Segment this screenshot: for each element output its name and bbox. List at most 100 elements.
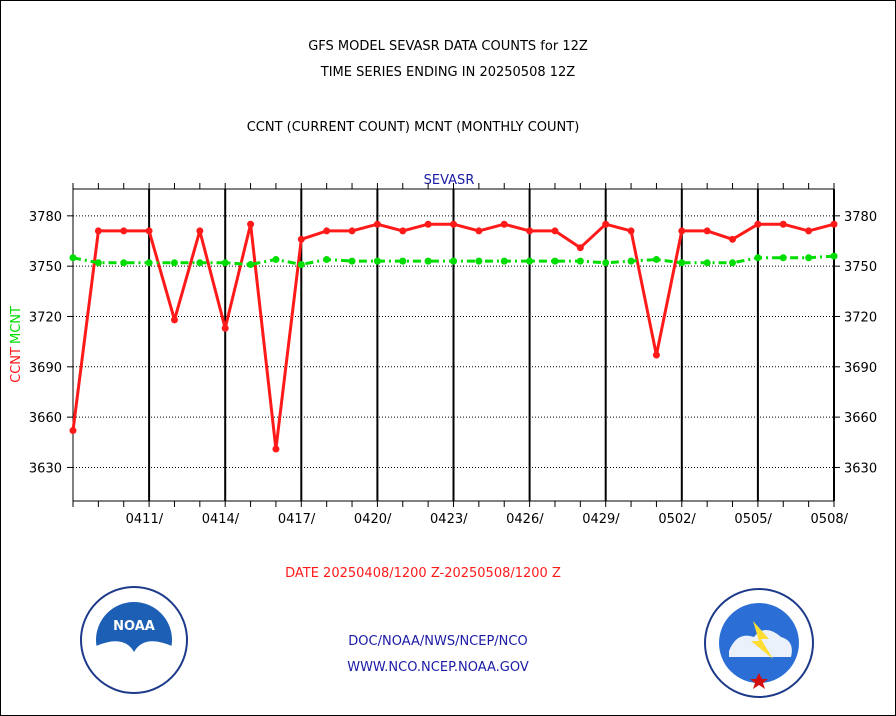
data-point-mcnt	[805, 254, 813, 262]
x-tick-label: 0423/	[430, 512, 468, 527]
data-point-ccnt	[526, 227, 534, 235]
x-tick-label: 0505/	[734, 512, 772, 527]
x-tick-label: 0420/	[354, 512, 392, 527]
y-axis-title: CCNT MCNT	[9, 306, 24, 383]
data-point-ccnt	[754, 220, 762, 228]
y-tick-label-right: 3780	[844, 210, 877, 225]
data-point-mcnt	[424, 257, 432, 265]
x-tick-label: 0417/	[278, 512, 316, 527]
data-point-ccnt	[399, 227, 407, 235]
data-point-ccnt	[652, 351, 660, 359]
data-point-ccnt	[602, 220, 610, 228]
data-point-mcnt	[500, 257, 508, 265]
data-point-ccnt	[221, 324, 229, 332]
data-point-mcnt	[703, 259, 711, 267]
data-point-mcnt	[576, 257, 584, 265]
x-tick-label: 0429/	[582, 512, 620, 527]
data-point-mcnt	[221, 259, 229, 267]
y-tick-label-left: 3720	[29, 310, 62, 325]
nws-logo	[704, 588, 814, 698]
nco-website-link[interactable]: WWW.NCO.NCEP.NOAA.GOV	[347, 660, 529, 675]
plot-title: SEVASR	[424, 173, 475, 188]
data-point-ccnt	[145, 227, 153, 235]
data-point-ccnt	[69, 427, 77, 435]
data-point-mcnt	[120, 259, 128, 267]
doc-noaa-link[interactable]: DOC/NOAA/NWS/NCEP/NCO	[348, 634, 528, 649]
data-point-ccnt	[627, 227, 635, 235]
data-point-ccnt	[450, 220, 457, 228]
data-point-ccnt	[830, 220, 838, 228]
data-point-ccnt	[678, 227, 686, 235]
data-point-mcnt	[170, 259, 178, 267]
data-point-mcnt	[729, 259, 737, 267]
data-point-ccnt	[805, 227, 813, 235]
data-point-mcnt	[779, 254, 787, 262]
data-point-ccnt	[500, 220, 508, 228]
data-point-mcnt	[652, 255, 660, 263]
series-layer	[69, 220, 838, 453]
data-point-ccnt	[424, 220, 432, 228]
data-point-mcnt	[94, 259, 102, 267]
x-tick-label: 0414/	[202, 512, 240, 527]
data-point-ccnt	[247, 220, 255, 228]
data-point-mcnt	[399, 257, 407, 265]
data-point-mcnt	[145, 259, 153, 267]
y-tick-label-left: 3780	[29, 210, 62, 225]
y-axis-label-ccnt: CCNT	[9, 347, 24, 383]
data-point-mcnt	[678, 259, 686, 267]
data-point-ccnt	[120, 227, 128, 235]
data-point-mcnt	[196, 259, 204, 267]
data-point-mcnt	[272, 255, 280, 263]
y-tick-label-right: 3750	[844, 260, 877, 275]
data-point-ccnt	[196, 227, 204, 235]
x-tick-label: 0508/	[811, 512, 849, 527]
data-point-mcnt	[526, 257, 534, 265]
data-point-mcnt	[754, 254, 762, 262]
chart-subtitle: CCNT (CURRENT COUNT) MCNT (MONTHLY COUNT…	[246, 120, 580, 135]
data-point-mcnt	[373, 257, 381, 265]
data-point-mcnt	[323, 255, 331, 263]
data-point-ccnt	[373, 220, 381, 228]
y-tick-label-right: 3630	[844, 461, 877, 476]
data-point-mcnt	[247, 260, 255, 268]
data-point-mcnt	[348, 257, 356, 265]
y-tick-label-right: 3690	[844, 361, 877, 376]
x-tick-label: 0411/	[126, 512, 164, 527]
data-point-ccnt	[297, 235, 305, 243]
x-tick-label: 0426/	[506, 512, 544, 527]
y-axis-label-mcnt: MCNT	[9, 306, 24, 344]
axis-layer: 3630 3630 3660 3660 3690 3690 3720 3720 3750 3750…	[29, 183, 877, 527]
noaa-logo: NOAA	[80, 586, 188, 694]
y-tick-label-left: 3630	[29, 461, 62, 476]
data-point-mcnt	[297, 260, 305, 268]
noaa-logo-text: NOAA	[113, 619, 155, 634]
title-line-1: GFS MODEL SEVASR DATA COUNTS for 12Z	[308, 39, 588, 54]
date-range-label: DATE 20250408/1200 Z-20250508/1200 Z	[285, 566, 561, 581]
data-point-mcnt	[602, 259, 610, 267]
data-point-ccnt	[348, 227, 356, 235]
y-tick-label-left: 3750	[29, 260, 62, 275]
y-tick-label-right: 3720	[844, 310, 877, 325]
data-point-mcnt	[627, 257, 635, 265]
y-tick-label-left: 3690	[29, 361, 62, 376]
data-point-mcnt	[830, 252, 838, 260]
title-line-2: TIME SERIES ENDING IN 20250508 12Z	[320, 65, 576, 80]
data-point-ccnt	[323, 227, 331, 235]
x-tick-label: 0502/	[658, 512, 696, 527]
data-point-mcnt	[475, 257, 483, 265]
data-point-ccnt	[729, 235, 737, 243]
data-point-ccnt	[94, 227, 102, 235]
data-point-ccnt	[475, 227, 483, 235]
data-point-ccnt	[779, 220, 787, 228]
data-point-mcnt	[69, 254, 77, 262]
y-tick-label-left: 3660	[29, 411, 62, 426]
data-point-ccnt	[703, 227, 711, 235]
y-tick-label-right: 3660	[844, 411, 877, 426]
data-point-ccnt	[576, 244, 584, 252]
data-point-ccnt	[551, 227, 559, 235]
data-point-ccnt	[170, 316, 178, 324]
data-point-mcnt	[551, 257, 559, 265]
data-point-ccnt	[272, 445, 280, 453]
data-point-mcnt	[450, 257, 457, 265]
